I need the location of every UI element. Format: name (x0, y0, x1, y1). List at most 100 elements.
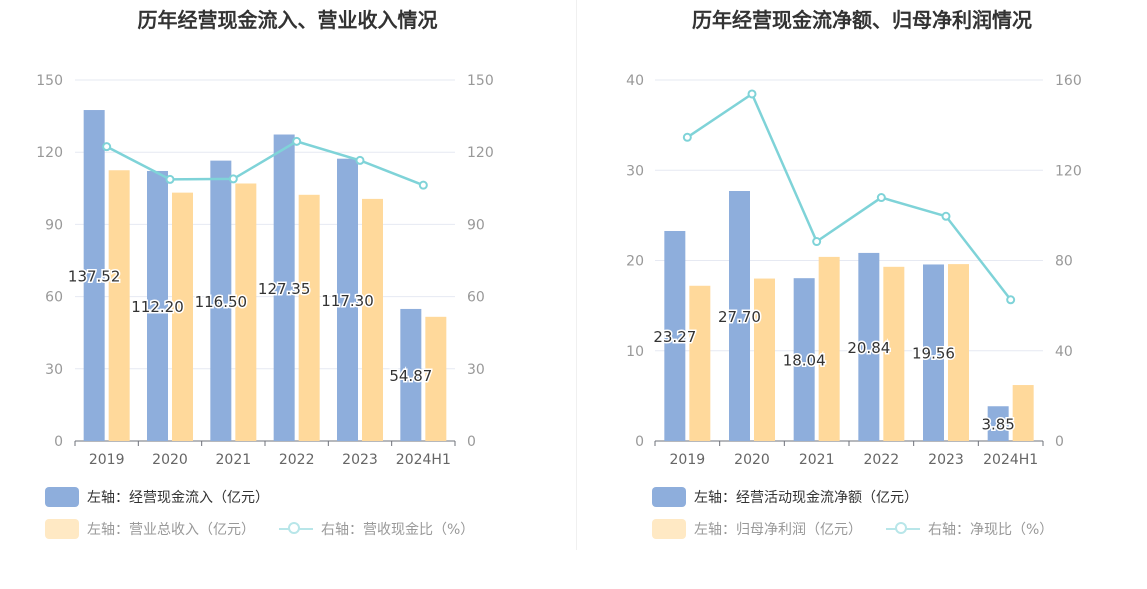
legend-row-1: 左轴：经营现金流入（亿元） (45, 487, 293, 507)
x-axis-tick-label: 2024H1 (983, 452, 1038, 468)
chart-plot-area: 0 10 20 30 40 0 40 80 120 160 2019 2020 2021 2022 2023… (626, 73, 1082, 468)
x-axis-tick-label: 2024H1 (396, 452, 451, 468)
ratio-point (102, 142, 112, 152)
left-axis-tick-label: 30 (626, 163, 644, 179)
left-axis-tick-label: 30 (45, 362, 63, 378)
chart-panel-cash-inflow: 历年经营现金流入、营业收入情况 0 30 60 90 120 150 0 30 60 90 120 1… (36, 8, 498, 539)
bar-data-label: 54.87 (389, 367, 432, 385)
legend-swatch (45, 519, 79, 539)
legend-label: 左轴：经营现金流入（亿元） (87, 490, 269, 506)
bar-primary (273, 134, 295, 442)
bar-secondary (1012, 385, 1034, 441)
bar-data-label: 23.27 (653, 328, 696, 346)
bar-secondary (754, 278, 775, 441)
bar-secondary (172, 192, 193, 441)
bar-data-label: 117.30 (321, 292, 374, 310)
bar-primary (923, 264, 944, 441)
bar-primary (858, 252, 880, 441)
bar-data-label: 18.04 (783, 352, 826, 370)
bar-primary (664, 230, 686, 441)
legend-swatch (45, 487, 79, 507)
left-axis-tick-label: 40 (626, 73, 644, 89)
legend-swatch (652, 487, 686, 507)
bar-primary (987, 406, 1009, 441)
left-axis-tick-label: 150 (36, 73, 63, 89)
right-axis-tick-label: 30 (467, 362, 485, 378)
bar-primary (337, 158, 358, 441)
ratio-point (228, 174, 238, 184)
legend-label: 右轴：营收现金比（%） (321, 522, 475, 538)
ratio-point (876, 193, 886, 203)
right-axis-tick-label: 40 (1055, 344, 1073, 360)
bar-primary (147, 170, 168, 442)
chart-panel-net-cash-flow: 历年经营现金流净额、归母净利润情况 0 10 20 30 40 0 40 80 120 160 20… (577, 0, 1147, 589)
bar-data-label: 137.52 (68, 268, 121, 286)
left-axis-tick-label: 10 (626, 344, 644, 360)
bar-secondary (883, 266, 905, 441)
bar-primary (729, 191, 750, 441)
x-axis-tick-label: 2023 (342, 452, 378, 468)
bar-secondary (689, 285, 711, 441)
legend-row-2: 左轴：营业总收入（亿元） 右轴：营收现金比（%） (45, 519, 498, 539)
legend-item-net-cash-ratio[interactable]: 右轴：净现比（%） (886, 519, 1053, 539)
bar-secondary (298, 194, 320, 441)
legend-swatch (652, 519, 686, 539)
bar-data-label: 19.56 (912, 345, 955, 363)
x-axis-tick-label: 2019 (89, 452, 125, 468)
bar-data-label: 116.50 (195, 293, 248, 311)
right-axis-tick-label: 160 (1055, 73, 1082, 89)
bar-data-label: 3.85 (981, 416, 1014, 434)
bar-secondary (425, 316, 447, 441)
legend-item-cash-ratio[interactable]: 右轴：营收现金比（%） (279, 519, 474, 539)
legend-label: 左轴：营业总收入（亿元） (87, 522, 255, 538)
bar-secondary (108, 170, 130, 441)
right-axis-tick-label: 150 (467, 73, 494, 89)
x-axis-tick-label: 2020 (152, 452, 188, 468)
chart-title: 历年经营现金流入、营业收入情况 (137, 8, 438, 32)
legend-line-swatch (886, 519, 920, 539)
x-axis-tick-label: 2021 (216, 452, 252, 468)
left-axis-tick-label: 90 (45, 217, 63, 233)
x-axis-tick-label: 2020 (734, 452, 770, 468)
bar-secondary (948, 264, 969, 441)
bar-data-label: 20.84 (847, 339, 890, 357)
right-axis-tick-label: 60 (467, 290, 485, 306)
bar-primary (210, 160, 232, 441)
ratio-line (106, 140, 424, 187)
bar-primary (83, 110, 105, 441)
bar-data-label: 127.35 (258, 280, 311, 298)
left-axis-tick-label: 20 (626, 254, 644, 270)
x-axis-tick-label: 2022 (279, 452, 315, 468)
chart-plot-area: 0 30 60 90 120 150 0 30 60 90 120 150 2019 2020 2021 20… (36, 73, 494, 468)
legend-label: 右轴：净现比（%） (928, 522, 1054, 538)
legend-item-net-profit[interactable]: 左轴：归母净利润（亿元） (652, 519, 862, 539)
legend-row-2: 左轴：归母净利润（亿元） 右轴：净现比（%） (652, 519, 1077, 539)
left-axis-tick-label: 120 (36, 145, 63, 161)
right-axis-tick-label: 0 (1055, 434, 1064, 450)
right-axis-tick-label: 120 (467, 145, 494, 161)
ratio-point (418, 180, 428, 190)
ratio-point (682, 132, 692, 142)
legend-item-net-cash-flow[interactable]: 左轴：经营活动现金流净额（亿元） (652, 487, 918, 507)
right-axis-tick-label: 0 (467, 434, 476, 450)
legend-label: 左轴：归母净利润（亿元） (694, 522, 862, 538)
legend-label: 左轴：经营活动现金流净额（亿元） (694, 490, 918, 506)
legend-item-cash-inflow[interactable]: 左轴：经营现金流入（亿元） (45, 487, 269, 507)
panel-divider (576, 0, 577, 550)
x-axis-tick-label: 2019 (670, 452, 706, 468)
right-axis-tick-label: 80 (1055, 254, 1073, 270)
left-axis-tick-label: 0 (635, 434, 644, 450)
ratio-line (686, 92, 1012, 301)
legend-item-revenue[interactable]: 左轴：营业总收入（亿元） (45, 519, 255, 539)
bar-primary (400, 308, 422, 441)
legend-line-swatch (279, 519, 313, 539)
left-axis-tick-label: 60 (45, 290, 63, 306)
ratio-point (292, 136, 302, 146)
left-axis-tick-label: 0 (54, 434, 63, 450)
ratio-point (1006, 295, 1016, 305)
bar-secondary (235, 183, 257, 441)
bar-secondary (362, 198, 383, 441)
x-axis-tick-label: 2022 (864, 452, 900, 468)
right-axis-tick-label: 90 (467, 217, 485, 233)
ratio-point (812, 237, 822, 247)
